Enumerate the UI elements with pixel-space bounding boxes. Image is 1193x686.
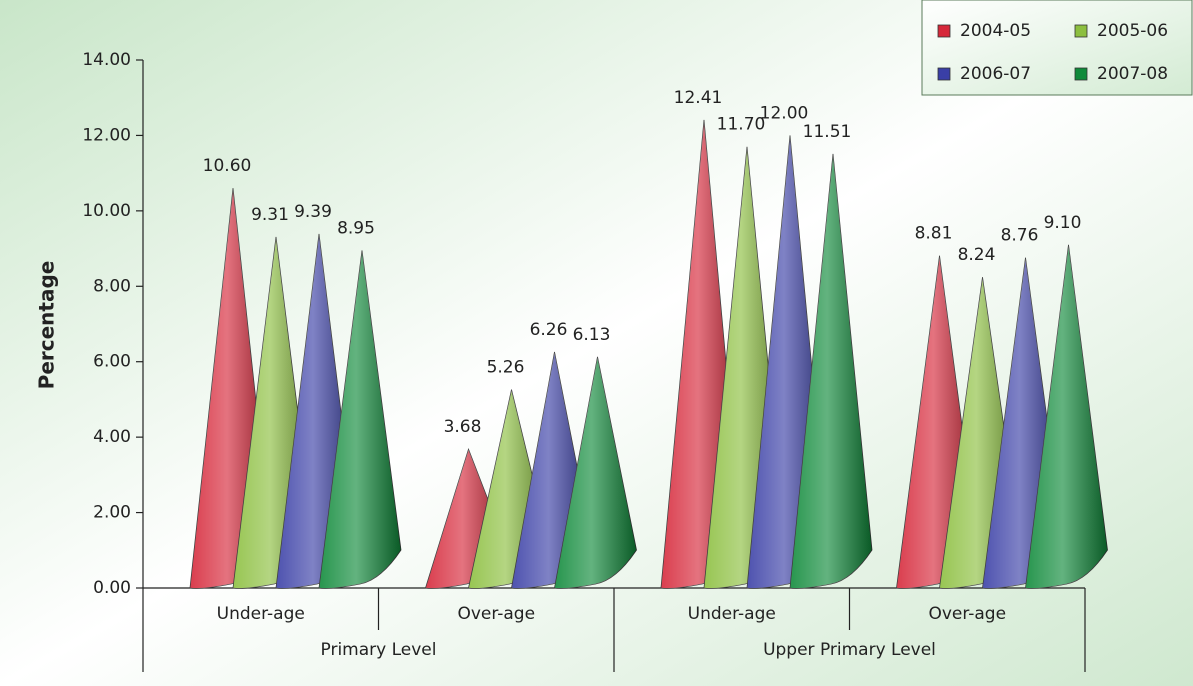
x-tick-label: Under-age — [688, 604, 776, 624]
value-label: 12.00 — [760, 103, 809, 123]
value-label: 8.76 — [1001, 226, 1039, 246]
y-tick-label: 8.00 — [93, 276, 131, 296]
y-tick-label: 10.00 — [82, 201, 131, 221]
value-label: 8.95 — [337, 218, 375, 238]
y-axis-label: Percentage — [35, 261, 59, 390]
y-tick-label: 6.00 — [93, 352, 131, 372]
x-tick-label: Over-age — [928, 604, 1006, 624]
value-label: 9.31 — [251, 205, 289, 225]
legend-swatch — [938, 25, 950, 37]
value-label: 5.26 — [487, 358, 525, 378]
group-label: Primary Level — [321, 640, 437, 660]
value-label: 12.41 — [674, 88, 723, 108]
y-tick-label: 4.00 — [93, 427, 131, 447]
value-label: 11.70 — [717, 115, 766, 135]
legend-label: 2004-05 — [960, 21, 1031, 41]
legend-label: 2007-08 — [1097, 64, 1168, 84]
legend-label: 2006-07 — [960, 64, 1031, 84]
y-tick-label: 12.00 — [82, 125, 131, 145]
y-tick-label: 0.00 — [93, 578, 131, 598]
value-label: 8.81 — [915, 224, 953, 244]
x-tick-label: Under-age — [217, 604, 305, 624]
group-label: Upper Primary Level — [763, 640, 936, 660]
legend-label: 2005-06 — [1097, 21, 1168, 41]
legend-swatch — [1075, 25, 1087, 37]
legend-swatch — [938, 68, 950, 80]
value-label: 8.24 — [958, 245, 996, 265]
value-label: 11.51 — [803, 122, 852, 142]
value-label: 9.39 — [294, 202, 332, 222]
y-tick-label: 14.00 — [82, 50, 131, 70]
x-tick-label: Over-age — [457, 604, 535, 624]
value-label: 9.10 — [1044, 213, 1082, 233]
value-label: 6.13 — [573, 325, 611, 345]
value-label: 3.68 — [444, 417, 482, 437]
value-label: 10.60 — [203, 156, 252, 176]
y-tick-label: 2.00 — [93, 503, 131, 523]
legend-swatch — [1075, 68, 1087, 80]
value-label: 6.26 — [530, 320, 568, 340]
chart: Percentage 0.00 2.00 4.00 6.00 8.00 10.00 12.0… — [0, 0, 1193, 686]
